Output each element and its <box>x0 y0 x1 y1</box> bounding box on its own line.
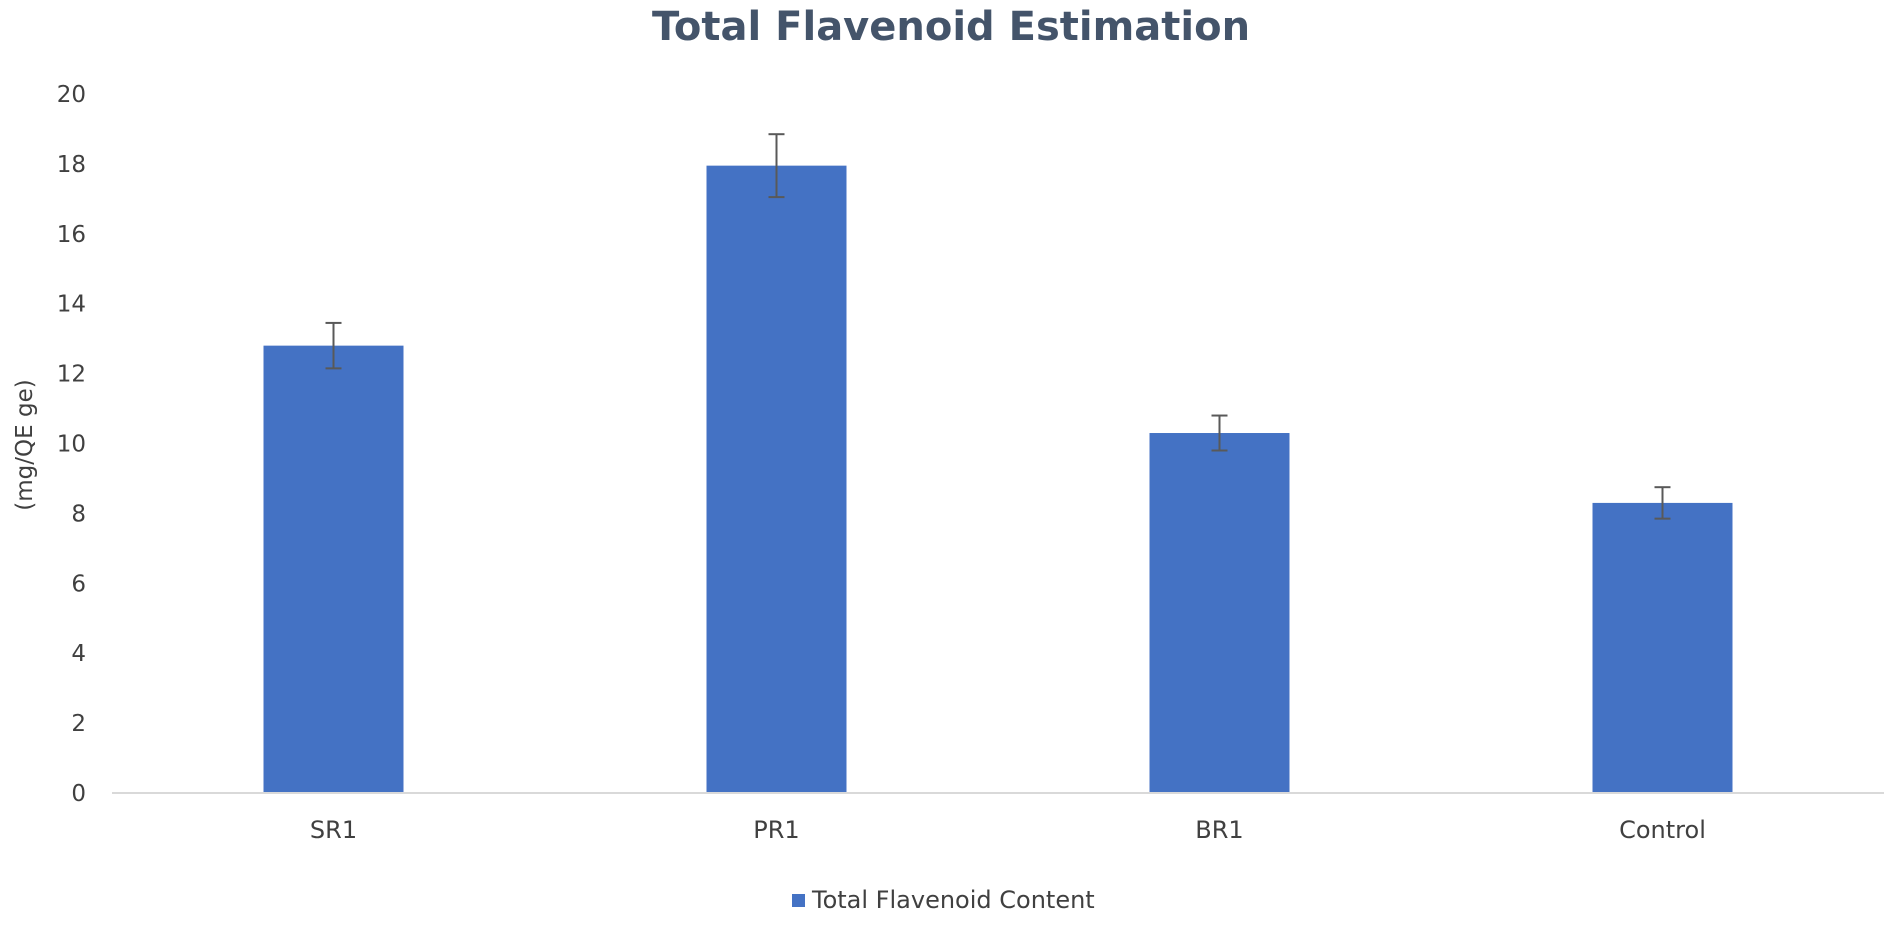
y-tick-label: 0 <box>71 781 86 807</box>
legend-label: Total Flavenoid Content <box>811 886 1095 914</box>
y-tick-label: 10 <box>57 432 86 458</box>
y-tick-label: 12 <box>57 362 86 388</box>
y-tick-label: 8 <box>71 501 86 527</box>
category-labels: SR1 PR1 BR1 Control <box>310 816 1706 844</box>
bar <box>706 165 847 793</box>
error-bar <box>325 321 342 370</box>
category-label: BR1 <box>1195 816 1243 844</box>
category-label: PR1 <box>753 816 799 844</box>
y-tick-label: 20 <box>57 82 86 108</box>
y-axis-title-group: (mg/QE ge) <box>12 379 38 510</box>
category-label: SR1 <box>310 816 357 844</box>
error-bars <box>325 133 1671 520</box>
error-bar <box>768 133 785 199</box>
legend: Total Flavenoid Content <box>792 886 1095 914</box>
error-bar <box>1654 486 1671 520</box>
y-tick-label: 14 <box>57 292 86 318</box>
legend-swatch <box>792 894 805 907</box>
category-label: Control <box>1619 816 1706 844</box>
y-tick-label: 4 <box>71 641 86 667</box>
y-tick-label: 18 <box>57 152 86 178</box>
error-bar <box>1211 414 1228 452</box>
y-axis-title: (mg/QE ge) <box>12 379 38 510</box>
chart-title: Total Flavenoid Estimation <box>652 4 1250 50</box>
y-tick-label: 2 <box>71 711 86 737</box>
y-tick-label: 6 <box>71 571 86 597</box>
bars <box>263 165 1733 793</box>
y-tick-label: 16 <box>57 222 86 248</box>
bar <box>1149 433 1290 793</box>
bar <box>263 345 404 793</box>
y-ticks: 0 2 4 6 8 10 12 14 16 18 20 <box>57 82 86 807</box>
bar <box>1592 502 1733 793</box>
